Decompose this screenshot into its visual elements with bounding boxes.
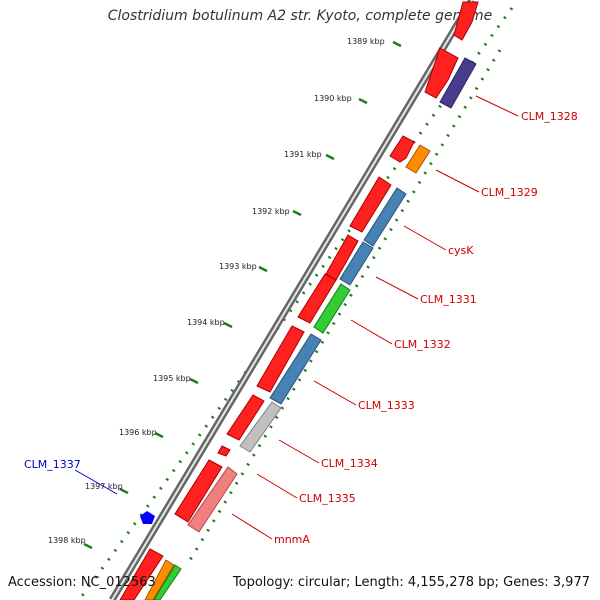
gene-orange-bottom[interactable] xyxy=(144,559,175,600)
outer-dotted-ring xyxy=(80,7,514,597)
gene-clm1329-orange[interactable] xyxy=(405,144,431,174)
tick-label-1390: 1390 kbp xyxy=(314,94,352,103)
leader-clm1328 xyxy=(475,95,519,117)
leader-clm1333 xyxy=(313,380,357,406)
label-clm1329[interactable]: CLM_1329 xyxy=(481,186,538,199)
gene-clm1332-green[interactable] xyxy=(313,283,351,334)
tick-1397 xyxy=(119,487,129,495)
label-clm1334[interactable]: CLM_1334 xyxy=(321,457,378,470)
gene-mnma-pink[interactable] xyxy=(187,466,238,533)
gene-clm1333-blue[interactable] xyxy=(269,333,322,405)
tick-1395 xyxy=(189,377,199,385)
tick-1398 xyxy=(83,542,93,550)
label-clm1337[interactable]: CLM_1337 xyxy=(24,458,81,471)
tick-marks xyxy=(83,40,402,550)
label-cysk[interactable]: cysK xyxy=(448,244,474,257)
tick-label-1398: 1398 kbp xyxy=(48,536,86,545)
label-clm1333[interactable]: CLM_1333 xyxy=(358,399,415,412)
gene-red-3[interactable] xyxy=(389,135,415,163)
gene-red-6[interactable] xyxy=(297,273,337,324)
tick-1389 xyxy=(392,40,402,48)
gene-red-11[interactable] xyxy=(119,548,164,600)
leader-clm1337 xyxy=(74,469,118,495)
gene-green-bottom[interactable] xyxy=(153,564,182,600)
gene-red-10[interactable] xyxy=(174,459,223,523)
genome-title: Clostridium botulinum A2 str. Kyoto, com… xyxy=(107,8,493,24)
gene-red-1[interactable] xyxy=(453,1,479,41)
tick-label-1394: 1394 kbp xyxy=(187,318,225,327)
leader-mnma xyxy=(231,513,273,540)
gene-red-9[interactable] xyxy=(217,445,231,457)
tick-1390 xyxy=(358,97,368,105)
leader-clm1331 xyxy=(375,276,419,300)
accession-label: Accession: NC_012563 xyxy=(8,575,156,590)
label-clm1332[interactable]: CLM_1332 xyxy=(394,338,451,351)
gene-clm1328-purple[interactable] xyxy=(439,57,477,109)
tick-label-1392: 1392 kbp xyxy=(252,207,290,216)
tick-1392 xyxy=(292,209,302,217)
gene-red-7[interactable] xyxy=(256,325,305,393)
leader-clm1334 xyxy=(278,439,320,464)
inner-dotted-ring xyxy=(188,49,502,561)
leader-clm1329 xyxy=(435,169,480,193)
tick-label-1395: 1395 kbp xyxy=(153,374,191,383)
leader-clm1335 xyxy=(256,473,298,499)
gene-cysk-blue[interactable] xyxy=(363,187,407,247)
label-clm1335[interactable]: CLM_1335 xyxy=(299,492,356,505)
label-clm1331[interactable]: CLM_1331 xyxy=(420,293,477,306)
gene-clm1331-blue[interactable] xyxy=(339,241,374,286)
tick-1396 xyxy=(154,431,164,439)
outer-gene-ring xyxy=(144,57,477,600)
tick-label-1393: 1393 kbp xyxy=(219,262,257,271)
label-mnma[interactable]: mnmA xyxy=(274,533,310,546)
inner-gene-ring xyxy=(119,1,479,600)
gene-red-2[interactable] xyxy=(424,47,459,99)
gene-red-8[interactable] xyxy=(226,394,265,441)
tick-1391 xyxy=(325,153,335,161)
label-clm1328[interactable]: CLM_1328 xyxy=(521,110,578,123)
gene-clm1337-marker[interactable] xyxy=(140,511,155,524)
topology-label: Topology: circular; Length: 4,155,278 bp… xyxy=(232,575,590,590)
tick-label-1396: 1396 kbp xyxy=(119,428,157,437)
leader-clm1332 xyxy=(350,319,393,345)
gene-red-4[interactable] xyxy=(349,176,392,233)
tick-1394 xyxy=(223,321,233,329)
genome-backbone-highlight xyxy=(111,0,473,600)
tick-label-1389: 1389 kbp xyxy=(347,37,385,46)
tick-1393 xyxy=(258,265,268,273)
gene-clm1334-gray[interactable] xyxy=(239,401,282,453)
leader-cysk xyxy=(403,225,447,251)
tick-label-1391: 1391 kbp xyxy=(284,150,322,159)
